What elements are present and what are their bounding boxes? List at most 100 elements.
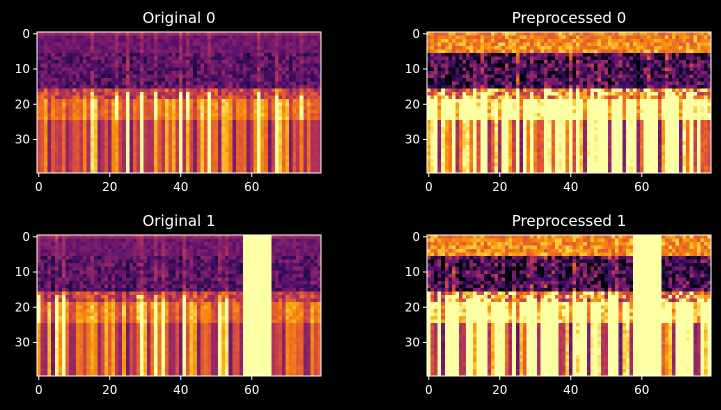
heatmap-cell xyxy=(611,77,616,82)
heatmap-cell xyxy=(490,81,496,86)
heatmap-cell xyxy=(490,46,496,51)
heatmap-cell xyxy=(182,106,187,111)
heatmap-cell xyxy=(221,127,226,132)
heatmap-cell xyxy=(257,74,262,79)
heatmap-cell xyxy=(125,165,130,171)
heatmap-cell xyxy=(260,113,265,118)
heatmap-cell xyxy=(427,56,432,61)
heatmap-cell xyxy=(118,81,123,86)
heatmap-cell xyxy=(296,137,301,142)
heatmap-cell xyxy=(278,165,283,171)
heatmap-cell xyxy=(476,56,481,61)
heatmap-cell xyxy=(58,169,63,174)
heatmap-cell xyxy=(466,42,471,47)
heatmap-cell xyxy=(437,88,442,93)
heatmap-cell xyxy=(544,49,549,54)
heatmap-cell xyxy=(44,127,49,132)
heatmap-cell xyxy=(179,74,184,79)
heatmap-cell xyxy=(65,155,70,160)
heatmap-cell xyxy=(296,70,301,75)
heatmap-cell xyxy=(629,39,634,44)
heatmap-cell xyxy=(643,60,648,65)
heatmap-cell xyxy=(313,137,319,142)
heatmap-cell xyxy=(61,74,66,79)
heatmap-cell xyxy=(235,123,240,128)
heatmap-cell xyxy=(455,42,460,47)
heatmap-cell xyxy=(161,144,166,149)
heatmap-cell xyxy=(611,32,616,37)
heatmap-cell xyxy=(310,46,315,51)
heatmap-cell xyxy=(175,141,180,146)
heatmap-cell xyxy=(285,116,290,121)
heatmap-cell xyxy=(200,123,205,128)
heatmap-cell xyxy=(565,88,570,93)
heatmap-cell xyxy=(583,81,588,86)
heatmap-cell xyxy=(285,158,290,164)
heatmap-cell xyxy=(72,95,77,100)
heatmap-cell xyxy=(246,98,251,104)
heatmap-cell xyxy=(86,95,91,100)
heatmap-cell xyxy=(186,49,191,54)
heatmap-cell xyxy=(253,141,258,146)
heatmap-cell xyxy=(86,141,91,146)
heatmap-cell xyxy=(196,60,201,65)
heatmap-cell xyxy=(576,63,581,68)
heatmap-cell xyxy=(68,70,74,75)
heatmap-cell xyxy=(136,158,141,164)
heatmap-cell xyxy=(97,81,102,86)
heatmap-cell xyxy=(458,91,464,97)
heatmap-cell xyxy=(76,81,81,86)
heatmap-cell xyxy=(572,91,577,97)
heatmap-cell xyxy=(161,70,166,75)
heatmap-cell xyxy=(569,35,574,40)
heatmap-cell xyxy=(696,74,701,79)
heatmap-cell xyxy=(72,88,77,93)
heatmap-cell xyxy=(583,56,588,61)
heatmap-cell xyxy=(44,67,49,72)
heatmap-cell xyxy=(547,106,552,111)
heatmap-cell xyxy=(228,134,233,139)
heatmap-cell xyxy=(707,102,712,107)
heatmap-cell xyxy=(51,155,56,160)
heatmap-cell xyxy=(218,81,223,86)
heatmap-cell xyxy=(682,98,687,104)
heatmap-cell xyxy=(576,106,581,111)
heatmap-cell xyxy=(104,56,109,61)
heatmap-cell xyxy=(154,144,159,149)
heatmap-cell xyxy=(257,151,262,156)
heatmap-cell xyxy=(147,127,152,132)
heatmap-cell xyxy=(640,56,645,61)
heatmap-cell xyxy=(501,84,506,90)
heatmap-cell xyxy=(147,155,152,160)
heatmap-cell xyxy=(79,95,84,100)
heatmap-cell xyxy=(111,32,116,37)
heatmap-cell xyxy=(139,60,145,65)
heatmap-cell xyxy=(189,123,194,128)
heatmap-cell xyxy=(104,74,109,79)
heatmap-cell xyxy=(615,49,620,54)
heatmap-cell xyxy=(703,49,709,54)
heatmap-cell xyxy=(310,63,315,68)
heatmap-cell xyxy=(537,84,542,90)
heatmap-cell xyxy=(576,74,581,79)
heatmap-cell xyxy=(218,84,223,90)
heatmap-cell xyxy=(122,123,127,128)
heatmap-cell xyxy=(143,39,148,44)
heatmap-cell xyxy=(218,134,223,139)
heatmap-cell xyxy=(182,158,187,164)
heatmap-cell xyxy=(600,106,606,111)
heatmap-cell xyxy=(93,130,98,135)
heatmap-cell xyxy=(533,98,538,104)
heatmap-cell xyxy=(281,35,287,40)
heatmap-cell xyxy=(40,151,45,156)
heatmap-cell xyxy=(529,56,535,61)
heatmap-cell xyxy=(703,56,709,61)
heatmap-cell xyxy=(171,53,177,58)
heatmap-cell xyxy=(182,116,187,121)
heatmap-cell xyxy=(597,102,602,107)
heatmap-cell xyxy=(228,53,233,58)
heatmap-cell xyxy=(65,70,70,75)
heatmap-cell xyxy=(108,148,113,153)
heatmap-cell xyxy=(469,32,474,37)
heatmap-cell xyxy=(164,165,169,171)
